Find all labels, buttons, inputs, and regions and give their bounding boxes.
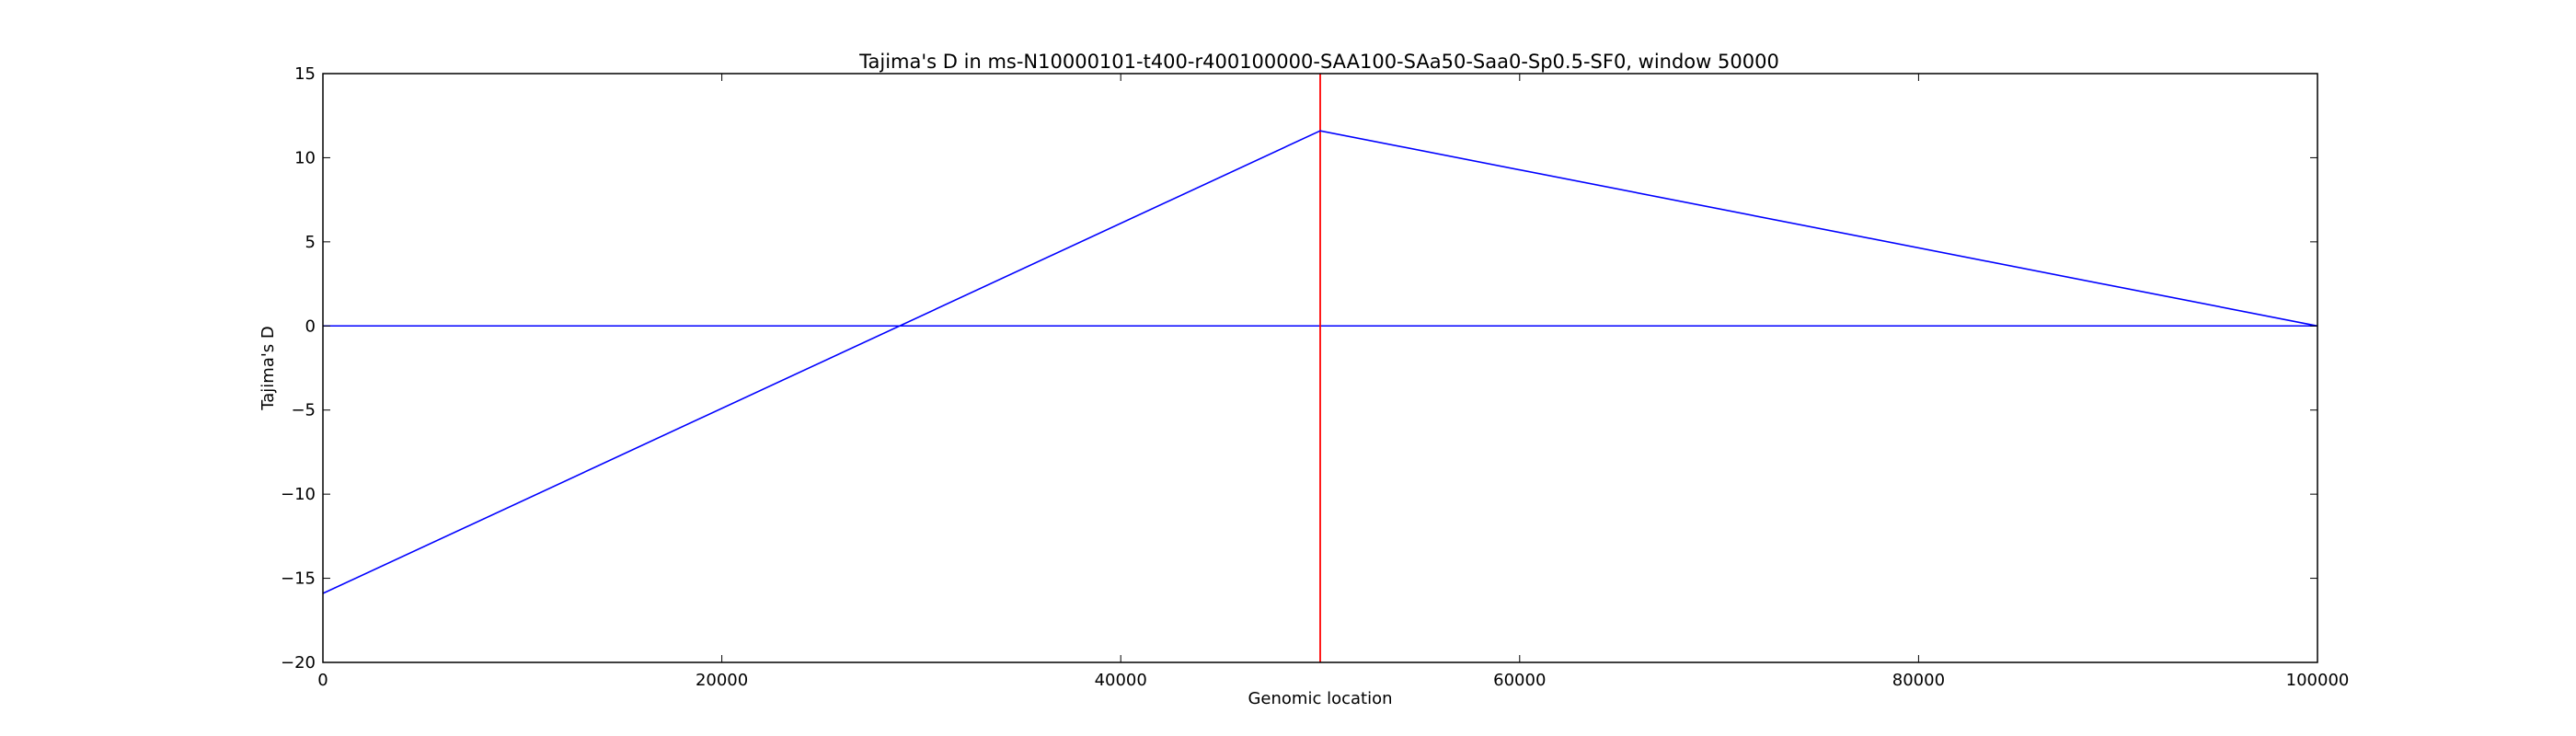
y-tick-label: −10	[281, 485, 316, 504]
y-tick-label: −5	[291, 401, 316, 420]
y-tick-label: 10	[294, 148, 316, 167]
x-tick-label: 40000	[1095, 671, 1147, 690]
y-tick-label: 0	[305, 316, 316, 336]
plot-frame	[322, 73, 2318, 663]
chart-title: Tajima's D in ms-N10000101-t400-r4001000…	[858, 51, 1779, 73]
y-axis-label: Tajima's D	[259, 326, 278, 411]
series-line	[322, 130, 2318, 594]
x-axis-label: Genomic location	[1248, 689, 1392, 708]
y-tick-label: 15	[294, 64, 316, 84]
y-tick-label: 5	[305, 233, 316, 252]
x-tick-label: 80000	[1892, 671, 1945, 690]
y-tick-label: −20	[281, 653, 316, 673]
x-tick-label: 60000	[1493, 671, 1546, 690]
x-tick-label: 0	[317, 671, 328, 690]
x-tick-label: 20000	[696, 671, 748, 690]
y-tick-label: −15	[281, 569, 316, 589]
x-tick-label: 100000	[2286, 671, 2350, 690]
